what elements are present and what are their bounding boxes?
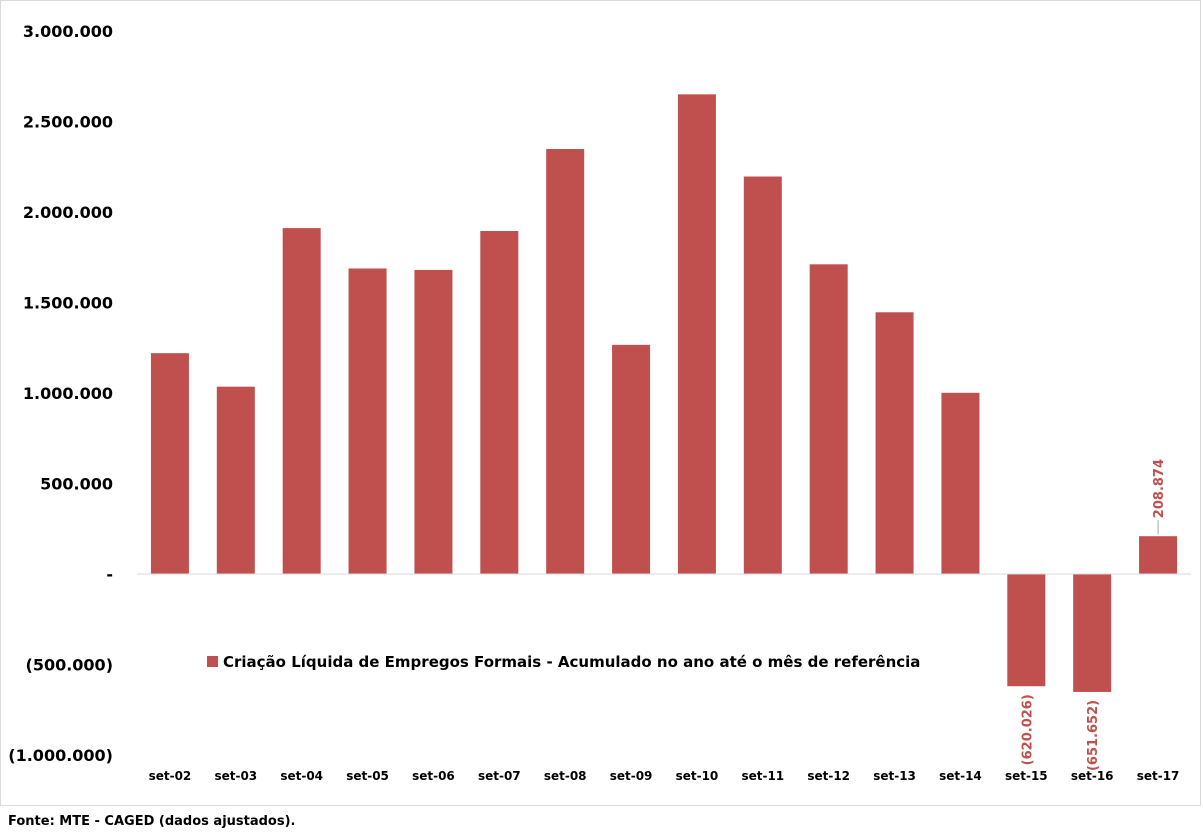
y-tick-label: 3.000.000 (23, 22, 113, 41)
bar (1139, 536, 1178, 574)
x-tick-label: set-09 (610, 769, 653, 783)
x-tick-label: set-02 (149, 769, 192, 783)
bar (414, 269, 453, 574)
bar (546, 149, 585, 574)
legend-label: Criação Líquida de Empregos Formais - Ac… (223, 653, 920, 671)
data-label: (620.026) (1020, 694, 1035, 765)
bar (150, 353, 189, 574)
x-tick-label: set-03 (214, 769, 257, 783)
data-labels: (620.026) (651.652) 208.874 (1020, 459, 1167, 771)
y-tick-label: 500.000 (40, 475, 113, 494)
bar (809, 264, 848, 574)
x-tick-label: set-12 (807, 769, 850, 783)
bar (941, 392, 980, 574)
x-tick-label: set-13 (873, 769, 916, 783)
y-tick-label: 2.000.000 (23, 203, 113, 222)
bar (282, 228, 321, 574)
bar (875, 312, 914, 574)
chart-frame: 3.000.000 2.500.000 2.000.000 1.500.000 1.00… (0, 0, 1201, 806)
y-tick-label: 1.500.000 (23, 294, 113, 313)
legend-swatch (207, 656, 218, 667)
y-tick-label: 2.500.000 (23, 113, 113, 132)
y-tick-label: - (106, 565, 113, 584)
data-label: 208.874 (1152, 459, 1167, 518)
x-tick-label: set-10 (676, 769, 719, 783)
x-tick-label: set-14 (939, 769, 982, 783)
y-tick-label: (500.000) (26, 656, 114, 675)
x-tick-label: set-16 (1071, 769, 1114, 783)
data-label: (651.652) (1086, 700, 1101, 771)
x-tick-label: set-04 (280, 769, 323, 783)
bar (1007, 574, 1046, 687)
y-tick-label: (1.000.000) (8, 746, 113, 765)
bar (216, 386, 255, 574)
bar (348, 268, 387, 574)
bar (1073, 574, 1112, 692)
x-tick-label: set-06 (412, 769, 455, 783)
bars (150, 94, 1178, 692)
y-axis: 3.000.000 2.500.000 2.000.000 1.500.000 1.00… (8, 22, 113, 765)
x-tick-label: set-08 (544, 769, 587, 783)
legend: Criação Líquida de Empregos Formais - Ac… (207, 653, 920, 671)
y-tick-label: 1.000.000 (23, 384, 113, 403)
bar (677, 94, 716, 574)
bar (612, 344, 651, 574)
x-tick-label: set-05 (346, 769, 389, 783)
source-note: Fonte: MTE - CAGED (dados ajustados). (8, 814, 296, 829)
bar-chart: 3.000.000 2.500.000 2.000.000 1.500.000 1.00… (8, 22, 1191, 783)
bar (480, 231, 519, 574)
x-axis: set-02 set-03 set-04 set-05 set-06 set-07 set-… (149, 769, 1180, 783)
x-tick-label: set-07 (478, 769, 521, 783)
x-tick-label: set-15 (1005, 769, 1048, 783)
bar (743, 176, 782, 575)
x-tick-label: set-11 (741, 769, 784, 783)
x-tick-label: set-17 (1137, 769, 1180, 783)
